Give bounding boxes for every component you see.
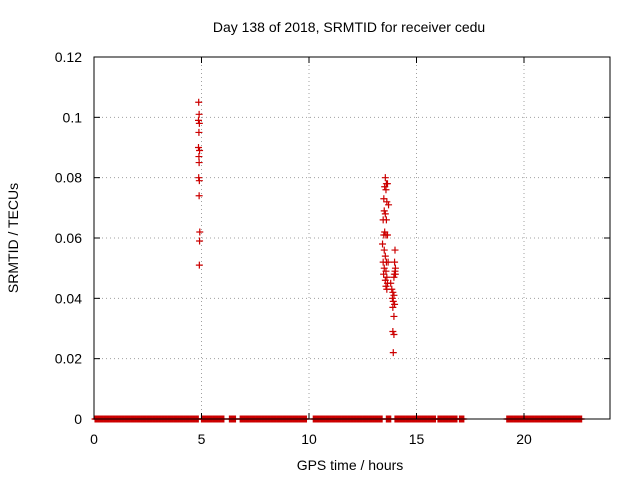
plot-frame bbox=[93, 56, 611, 420]
y-tick-label: 0.06 bbox=[55, 230, 82, 246]
data-point bbox=[383, 198, 391, 206]
chart-title: Day 138 of 2018, SRMTID for receiver ced… bbox=[213, 19, 485, 35]
data-point bbox=[389, 349, 397, 357]
data-point bbox=[380, 270, 388, 278]
data-point bbox=[196, 228, 204, 236]
data-point bbox=[389, 297, 397, 305]
data-point bbox=[391, 270, 399, 278]
data-point bbox=[391, 300, 399, 308]
data-point bbox=[195, 177, 203, 185]
grid bbox=[94, 57, 610, 419]
data-point bbox=[379, 216, 387, 224]
y-tick-label: 0.1 bbox=[63, 109, 83, 125]
data-point bbox=[389, 303, 397, 311]
data-point bbox=[196, 147, 204, 155]
data-point bbox=[380, 195, 388, 203]
y-tick-label: 0.12 bbox=[55, 49, 82, 65]
y-tick-labels: 0 0.02 0.04 0.06 0.08 0.1 0.12 bbox=[55, 49, 82, 427]
data-point bbox=[390, 312, 398, 320]
data-point bbox=[380, 246, 388, 254]
x-tick-label: 5 bbox=[198, 431, 206, 447]
data-point bbox=[383, 273, 391, 281]
x-tick-labels: 0 5 10 15 20 bbox=[90, 431, 532, 447]
data-points bbox=[91, 98, 586, 423]
data-point bbox=[390, 273, 398, 281]
data-point bbox=[389, 328, 397, 336]
data-point bbox=[194, 144, 202, 151]
data-point bbox=[389, 288, 397, 296]
y-tick-label: 0.08 bbox=[55, 170, 82, 186]
data-point bbox=[388, 294, 396, 302]
data-point bbox=[195, 159, 203, 167]
data-point bbox=[194, 116, 202, 124]
x-axis-label: GPS time / hours bbox=[297, 457, 404, 473]
data-point bbox=[381, 174, 389, 182]
data-point bbox=[196, 237, 204, 245]
data-point bbox=[383, 180, 391, 188]
data-point bbox=[379, 240, 387, 248]
data-point bbox=[195, 98, 203, 106]
y-tick-label: 0 bbox=[74, 411, 82, 427]
data-point bbox=[195, 261, 203, 269]
data-point bbox=[387, 279, 395, 287]
data-point bbox=[195, 192, 203, 200]
data-point bbox=[384, 258, 392, 266]
x-tick-label: 10 bbox=[301, 431, 317, 447]
data-point bbox=[195, 119, 203, 127]
data-point bbox=[385, 201, 393, 209]
data-point bbox=[195, 153, 203, 161]
data-point bbox=[382, 186, 390, 194]
data-point bbox=[195, 128, 203, 136]
data-point bbox=[382, 282, 390, 290]
data-point bbox=[380, 264, 388, 272]
ticks bbox=[93, 56, 610, 420]
data-point bbox=[391, 246, 399, 254]
data-point bbox=[195, 110, 203, 118]
data-point bbox=[388, 285, 396, 293]
data-point bbox=[195, 174, 203, 182]
data-point bbox=[380, 207, 388, 215]
data-point bbox=[390, 291, 398, 299]
data-point bbox=[381, 252, 389, 260]
y-tick-label: 0.04 bbox=[55, 290, 82, 306]
data-point bbox=[383, 231, 391, 239]
x-tick-label: 0 bbox=[90, 431, 98, 447]
y-tick-label: 0.02 bbox=[55, 351, 82, 367]
data-point bbox=[381, 210, 389, 218]
x-tick-label: 20 bbox=[516, 431, 532, 447]
data-point bbox=[390, 331, 398, 339]
x-tick-label: 15 bbox=[409, 431, 425, 447]
data-point bbox=[391, 258, 399, 266]
y-axis-label: SRMTID / TECUs bbox=[5, 183, 21, 293]
